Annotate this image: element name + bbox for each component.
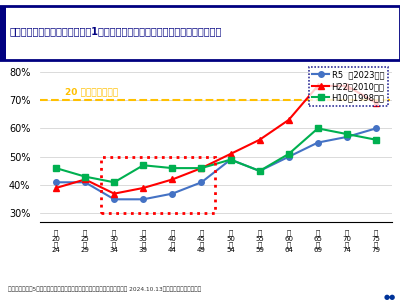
H10（1998年） — [54, 166, 58, 170]
H10（1998年） — [112, 181, 116, 184]
R5  （2023年） — [316, 141, 320, 144]
H22（2010年） — [141, 186, 146, 190]
R5  （2023年） — [228, 158, 233, 161]
H10（1998年） — [286, 152, 291, 156]
H10（1998年） — [170, 166, 175, 170]
R5  （2023年） — [374, 127, 378, 130]
H22（2010年） — [54, 186, 58, 190]
R5  （2023年） — [112, 197, 116, 201]
R5  （2023年） — [286, 155, 291, 159]
Line: R5  （2023年）: R5 （2023年） — [53, 126, 379, 202]
H22（2010年） — [344, 84, 349, 88]
R5  （2023年） — [141, 197, 146, 201]
H22（2010年） — [112, 192, 116, 195]
H22（2010年） — [228, 152, 233, 156]
Text: 「運動・スポーツ実施状況が週1日以上」と回答した者の年次変化（成人女性）: 「運動・スポーツ実施状況が週1日以上」と回答した者の年次変化（成人女性） — [10, 26, 222, 37]
R5  （2023年） — [344, 135, 349, 139]
H10（1998年） — [199, 166, 204, 170]
Bar — [101, 157, 214, 214]
R5  （2023年） — [257, 169, 262, 173]
Text: ●●: ●● — [384, 294, 396, 300]
H22（2010年） — [316, 84, 320, 88]
H10（1998年） — [316, 127, 320, 130]
H22（2010年） — [257, 138, 262, 142]
Line: H10（1998年）: H10（1998年） — [53, 126, 379, 185]
H10（1998年） — [374, 138, 378, 142]
Legend: R5  （2023年）, H22（2010年）, H10（1998年）: R5 （2023年）, H22（2010年）, H10（1998年） — [309, 67, 388, 106]
H22（2010年） — [83, 178, 88, 181]
R5  （2023年） — [83, 181, 88, 184]
H22（2010年） — [199, 166, 204, 170]
H22（2010年） — [170, 178, 175, 181]
H10（1998年） — [83, 175, 88, 178]
H10（1998年） — [228, 158, 233, 161]
Line: H22（2010年）: H22（2010年） — [53, 83, 379, 196]
H10（1998年） — [344, 132, 349, 136]
R5  （2023年） — [54, 181, 58, 184]
Text: （出典：「令和5年度体力・運動能力調査の結果を公表します」スポーツ庁 2024.10.13　より作図、一部加筆）: （出典：「令和5年度体力・運動能力調査の結果を公表します」スポーツ庁 2024.… — [8, 287, 201, 292]
Text: 20 歳以上の目標値: 20 歳以上の目標値 — [65, 88, 118, 97]
H22（2010年） — [286, 118, 291, 122]
H10（1998年） — [141, 164, 146, 167]
H22（2010年） — [374, 101, 378, 105]
R5  （2023年） — [199, 181, 204, 184]
R5  （2023年） — [170, 192, 175, 195]
H10（1998年） — [257, 169, 262, 173]
